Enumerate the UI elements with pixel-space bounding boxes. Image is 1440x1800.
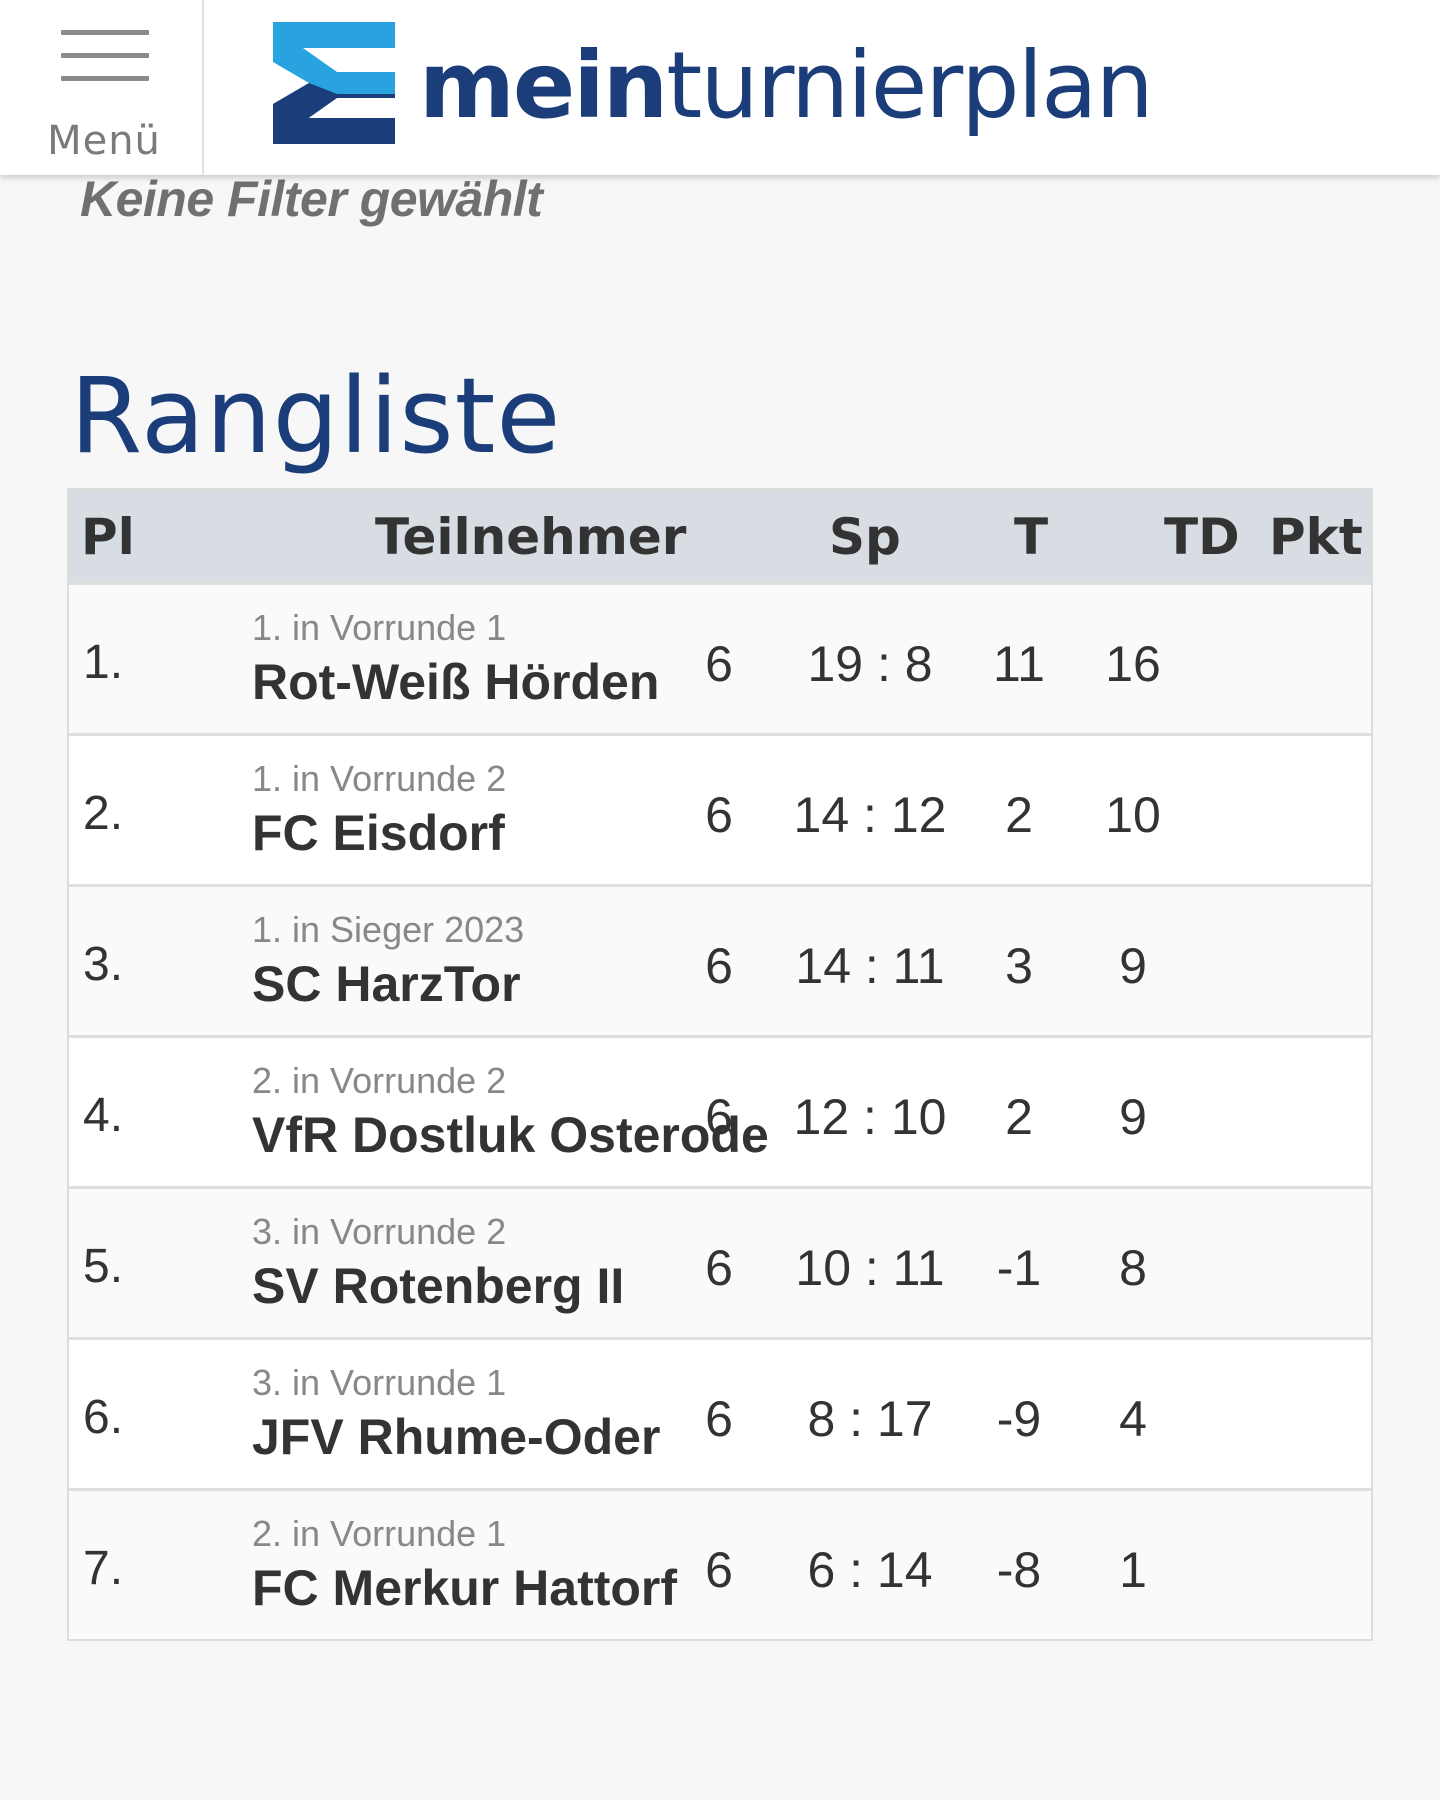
table-header: Pl Teilnehmer Sp T TD Pkt (69, 490, 1371, 582)
goal-diff-cell: 3 (1005, 938, 1033, 994)
games-cell: 6 (705, 1240, 733, 1296)
group-position-cell: 2. in Vorrunde 1 (252, 1513, 507, 1554)
header-games: Sp (829, 508, 901, 566)
team-name-cell: SC HarzTor (252, 956, 521, 1012)
table-row[interactable]: 4. 2. in Vorrunde 2 VfR Dostluk Osterode 6 1… (69, 1035, 1371, 1186)
points-cell: 9 (1119, 938, 1147, 994)
team-name-cell: JFV Rhume-Oder (252, 1409, 661, 1465)
header-diff: TD (1164, 508, 1240, 566)
points-cell: 10 (1105, 787, 1161, 843)
brand-name-regular: turnierplan (666, 32, 1154, 139)
goals-cell: 8 : 17 (807, 1391, 933, 1447)
menu-button[interactable]: Menü (4, 0, 204, 175)
goal-diff-cell: -8 (996, 1542, 1042, 1598)
table-body: 1. 1. in Vorrunde 1 Rot-Weiß Hörden 6 19 : 8… (69, 582, 1371, 1639)
table-row[interactable]: 3. 1. in Sieger 2023 SC HarzTor 6 14 : 11 3 9 (69, 884, 1371, 1035)
logo-mark-icon (273, 22, 395, 144)
games-cell: 6 (705, 938, 733, 994)
rank-cell: 4. (83, 1089, 124, 1142)
games-cell: 6 (705, 1089, 733, 1145)
team-name-cell: FC Merkur Hattorf (252, 1560, 678, 1616)
goal-diff-cell: 2 (1005, 1089, 1033, 1145)
header-goals: T (1014, 508, 1049, 566)
goals-cell: 10 : 11 (795, 1240, 945, 1296)
rank-cell: 5. (83, 1240, 124, 1293)
goals-cell: 19 : 8 (807, 636, 933, 692)
table-row[interactable]: 5. 3. in Vorrunde 2 SV Rotenberg II 6 10 : 1… (69, 1186, 1371, 1337)
header-points: Pkt (1269, 508, 1363, 566)
group-position-cell: 3. in Vorrunde 1 (252, 1362, 507, 1403)
goal-diff-cell: 2 (1005, 787, 1033, 843)
app-header: Menü meinturnierplan (0, 0, 1440, 175)
rank-cell: 6. (83, 1391, 124, 1444)
header-team: Teilnehmer (375, 508, 687, 566)
goal-diff-cell: 11 (993, 636, 1045, 692)
group-position-cell: 1. in Vorrunde 2 (252, 758, 507, 799)
table-row[interactable]: 6. 3. in Vorrunde 1 JFV Rhume-Oder 6 8 : 17 -… (69, 1337, 1371, 1488)
rank-cell: 7. (83, 1542, 124, 1595)
rank-cell: 1. (83, 636, 124, 689)
rank-cell: 2. (83, 787, 124, 840)
team-name-cell: Rot-Weiß Hörden (252, 654, 660, 710)
team-name-cell: VfR Dostluk Osterode (252, 1107, 769, 1163)
table-row[interactable]: 7. 2. in Vorrunde 1 FC Merkur Hattorf 6 6 : … (69, 1488, 1371, 1639)
group-position-cell: 3. in Vorrunde 2 (252, 1211, 507, 1252)
brand-name: meinturnierplan (419, 32, 1154, 139)
goals-cell: 12 : 10 (793, 1089, 947, 1145)
table-row[interactable]: 2. 1. in Vorrunde 2 FC Eisdorf 6 14 : 12 2 10 (69, 733, 1371, 884)
header-rank: Pl (81, 508, 135, 566)
games-cell: 6 (705, 1542, 733, 1598)
table-row[interactable]: 1. 1. in Vorrunde 1 Rot-Weiß Hörden 6 19 : 8… (69, 582, 1371, 733)
rank-cell: 3. (83, 938, 124, 991)
team-name-cell: FC Eisdorf (252, 805, 505, 861)
games-cell: 6 (705, 636, 733, 692)
games-cell: 6 (705, 787, 733, 843)
games-cell: 6 (705, 1391, 733, 1447)
points-cell: 1 (1119, 1542, 1147, 1598)
goals-cell: 14 : 12 (793, 787, 947, 843)
points-cell: 4 (1119, 1391, 1147, 1447)
goal-diff-cell: -1 (996, 1240, 1042, 1296)
group-position-cell: 1. in Sieger 2023 (252, 909, 525, 950)
menu-label: Menü (47, 118, 161, 164)
page-title: Rangliste (70, 355, 562, 477)
brand-logo[interactable]: meinturnierplan (273, 22, 1154, 147)
points-cell: 9 (1119, 1089, 1147, 1145)
group-position-cell: 2. in Vorrunde 2 (252, 1060, 507, 1101)
hamburger-icon (61, 30, 149, 99)
brand-name-bold: mein (419, 32, 668, 139)
points-cell: 8 (1119, 1240, 1147, 1296)
ranking-table: Pl Teilnehmer Sp T TD Pkt 1. 1. in Vorrun… (67, 488, 1373, 1641)
goal-diff-cell: -9 (996, 1391, 1042, 1447)
goals-cell: 6 : 14 (807, 1542, 933, 1598)
team-name-cell: SV Rotenberg II (252, 1258, 625, 1314)
group-position-cell: 1. in Vorrunde 1 (252, 607, 507, 648)
goals-cell: 14 : 11 (795, 938, 945, 994)
points-cell: 16 (1105, 636, 1161, 692)
filter-status: Keine Filter gewählt (80, 171, 543, 227)
